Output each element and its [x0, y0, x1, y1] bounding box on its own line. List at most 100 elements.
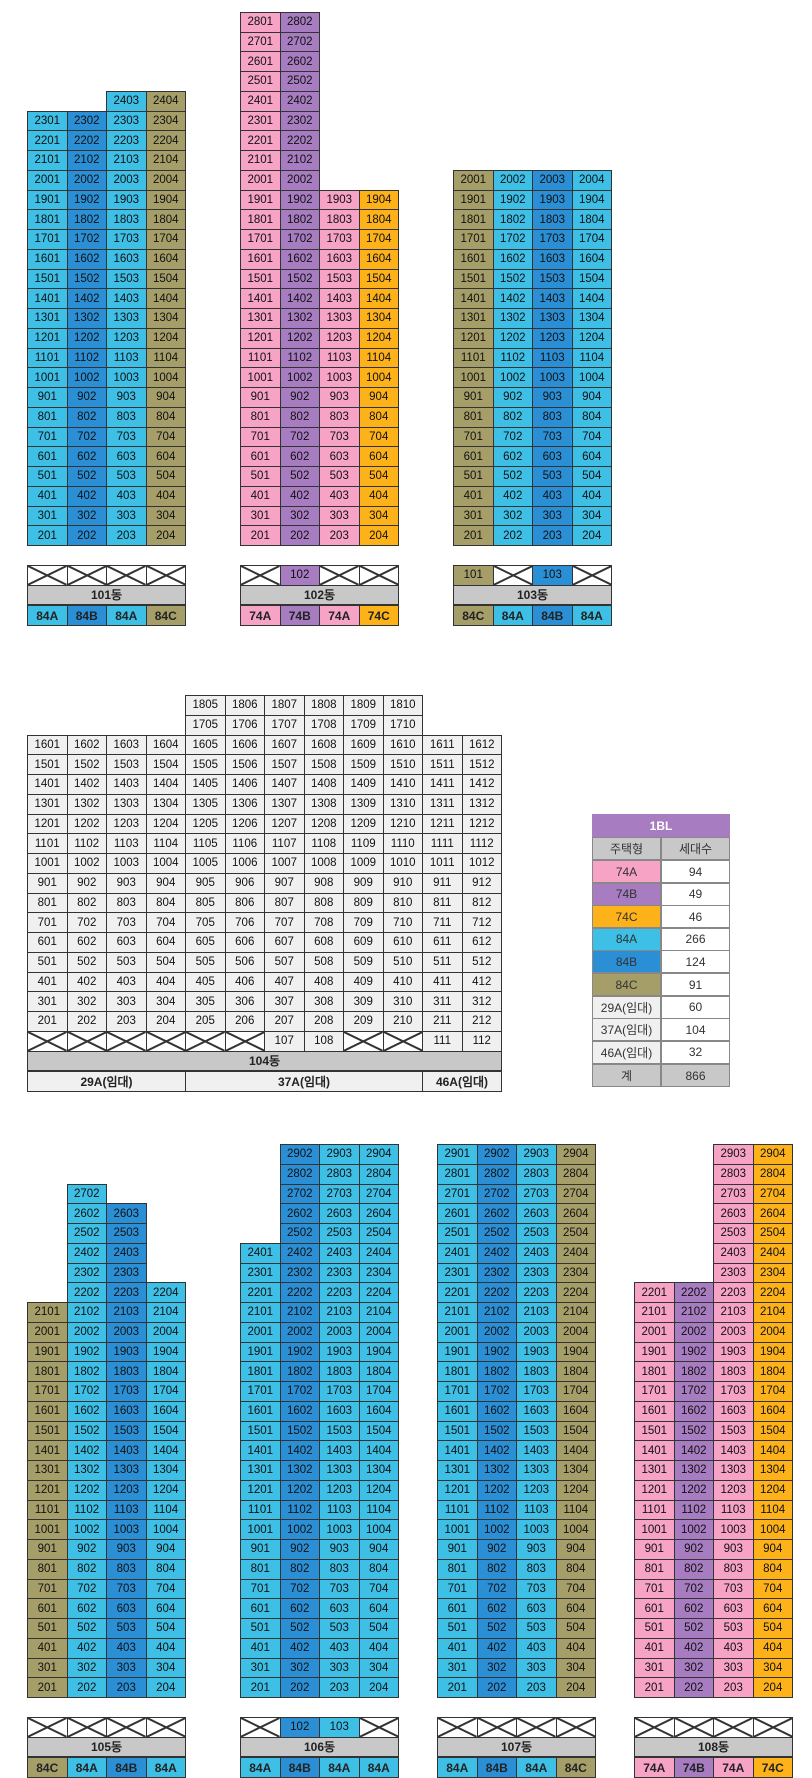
unit-cell: 504	[145, 1618, 186, 1639]
unit-cell: 1808	[303, 695, 344, 716]
unit-cell: 603	[106, 446, 147, 467]
unit-cell: 204	[358, 1677, 399, 1698]
unit-cell: 2403	[713, 1242, 754, 1264]
unit-cell: 1204	[358, 1479, 399, 1501]
unit-cell: 2701	[437, 1183, 478, 1205]
unit-cell: 1003	[106, 367, 147, 388]
unit-cell: 410	[382, 971, 423, 993]
unit-type-label: 29A(임대)	[27, 1071, 186, 1092]
unit-type-label: 74A	[240, 605, 281, 626]
unit-cell: 2704	[555, 1183, 596, 1205]
unit-cell: 201	[240, 525, 281, 546]
unit-cell: 1301	[437, 1460, 478, 1481]
unit-cell: 2103	[106, 150, 147, 171]
legend-type: 74A	[592, 860, 661, 883]
unit-cell: 204	[555, 1677, 596, 1698]
unit-cell: 2001	[634, 1321, 675, 1343]
unit-cell: 1501	[634, 1420, 675, 1442]
unit-cell: 904	[145, 1539, 186, 1560]
unit-cell: 2602	[66, 1203, 107, 1224]
unit-cell: 503	[319, 466, 360, 487]
unit-cell: 801	[27, 1558, 68, 1580]
unit-cell: 1603	[106, 248, 147, 270]
unit-cell: 1202	[66, 327, 107, 349]
unit-cell: 1403	[516, 1440, 557, 1461]
unit-cell: 1804	[145, 1361, 186, 1382]
unit-cell: 1404	[358, 1440, 399, 1461]
unit-cell: 1302	[279, 308, 320, 329]
unit-cell: 1902	[279, 189, 320, 211]
unit-cell: 402	[492, 485, 533, 507]
unit-cell: 810	[382, 892, 423, 914]
unit-cell: 703	[516, 1578, 557, 1600]
unit-cell: 1202	[492, 327, 533, 349]
empty-unit-cross	[27, 1030, 68, 1052]
unit-cell: 1904	[358, 189, 399, 211]
unit-cell: 202	[66, 1011, 107, 1032]
unit-cell: 802	[279, 1558, 320, 1580]
unit-cell: 1203	[319, 1479, 360, 1501]
unit-cell: 1503	[319, 268, 360, 290]
unit-cell: 504	[145, 466, 186, 487]
unit-cell: 1603	[532, 248, 573, 270]
unit-cell: 1004	[145, 853, 186, 874]
unit-cell: 1003	[516, 1519, 557, 1540]
unit-cell: 901	[27, 1539, 68, 1560]
unit-cell: 1303	[532, 308, 573, 329]
unit-cell: 1307	[264, 793, 305, 815]
unit-cell: 1201	[634, 1479, 675, 1501]
unit-cell: 1604	[752, 1400, 793, 1422]
unit-cell: 2604	[752, 1203, 793, 1224]
unit-cell: 303	[319, 1657, 360, 1679]
unit-cell: 2004	[555, 1321, 596, 1343]
unit-cell: 2903	[713, 1144, 754, 1165]
legend-count: 60	[661, 995, 730, 1019]
unit-cell: 812	[461, 892, 502, 914]
unit-cell: 1501	[240, 268, 281, 290]
unit-cell: 202	[66, 525, 107, 546]
unit-cell: 1901	[240, 189, 281, 211]
unit-cell: 801	[27, 406, 68, 428]
unit-cell: 1104	[358, 347, 399, 369]
empty-unit-cross	[27, 1716, 68, 1738]
unit-cell: 1602	[673, 1400, 714, 1422]
unit-cell: 2802	[279, 1163, 320, 1185]
unit-cell: 701	[27, 912, 68, 933]
unit-cell: 504	[145, 951, 186, 973]
unit-cell: 404	[145, 971, 186, 993]
empty-unit-cross	[516, 1716, 557, 1738]
unit-cell: 2004	[752, 1321, 793, 1343]
legend-type: 74C	[592, 905, 661, 929]
unit-cell: 1903	[106, 1341, 147, 1363]
unit-cell: 403	[106, 1637, 147, 1659]
unit-cell: 1103	[516, 1499, 557, 1521]
unit-cell: 2403	[319, 1242, 360, 1264]
unit-cell: 1202	[66, 1479, 107, 1501]
unit-cell: 701	[453, 426, 494, 448]
unit-cell: 1001	[27, 367, 68, 388]
unit-cell: 302	[279, 505, 320, 527]
empty-unit-cross	[145, 1716, 186, 1738]
unit-cell: 802	[66, 406, 107, 428]
unit-cell: 1102	[66, 347, 107, 369]
building-label: 108동	[634, 1736, 793, 1758]
legend-count: 266	[661, 927, 730, 951]
unit-cell: 2101	[27, 1302, 68, 1323]
unit-cell: 2104	[145, 1302, 186, 1323]
unit-cell: 304	[145, 991, 186, 1012]
unit-cell: 1203	[106, 813, 147, 835]
unit-cell: 504	[358, 466, 399, 487]
unit-cell: 801	[453, 406, 494, 428]
unit-cell: 1603	[106, 734, 147, 756]
unit-cell: 1002	[476, 1519, 517, 1540]
empty-unit-cross	[319, 564, 360, 586]
unit-cell: 707	[264, 912, 305, 933]
unit-cell: 510	[382, 951, 423, 973]
unit-cell: 1404	[358, 288, 399, 309]
unit-cell: 1302	[66, 308, 107, 329]
unit-cell: 804	[145, 892, 186, 914]
empty-unit-cross	[358, 564, 399, 586]
unit-cell: 903	[319, 387, 360, 408]
unit-cell: 201	[27, 1011, 68, 1032]
unit-cell: 303	[516, 1657, 557, 1679]
